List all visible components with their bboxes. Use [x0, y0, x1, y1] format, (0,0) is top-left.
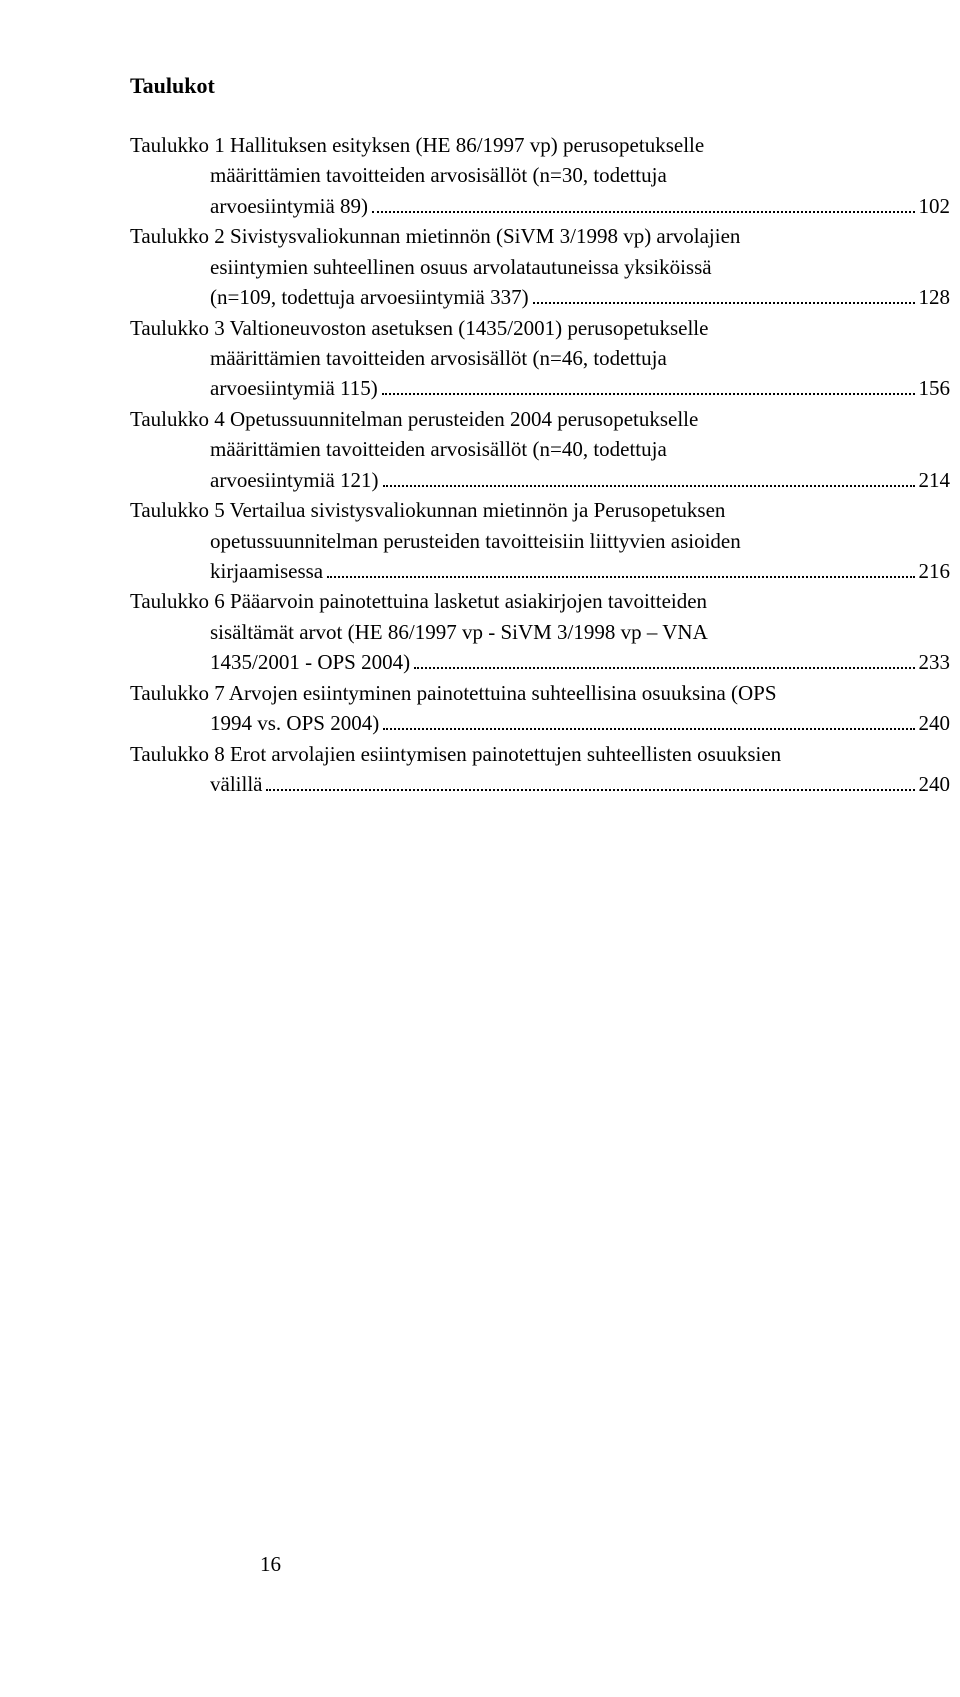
toc-entry-mid-line: esiintymien suhteellinen osuus arvolatau…	[130, 252, 870, 282]
leader-dots	[382, 373, 915, 395]
toc-entry-last-text: arvoesiintymiä 89)	[210, 191, 368, 221]
toc-entry-page-number: 240	[919, 769, 951, 799]
toc-entry-first-line: Taulukko 2 Sivistysvaliokunnan mietinnön…	[130, 221, 870, 251]
toc-entry-page-number: 216	[919, 556, 951, 586]
leader-dots	[372, 191, 914, 213]
toc-entry-first-line: Taulukko 6 Pääarvoin painotettuina laske…	[130, 586, 870, 616]
toc-entry-last-line: arvoesiintymiä 115) 156	[130, 373, 950, 403]
toc-entry-mid-line: opetussuunnitelman perusteiden tavoittei…	[130, 526, 870, 556]
toc-entry-first-line: Taulukko 3 Valtioneuvoston asetuksen (14…	[130, 313, 870, 343]
leader-dots	[533, 282, 915, 304]
toc-entry-last-text: 1994 vs. OPS 2004)	[210, 708, 379, 738]
toc-entry-page-number: 233	[919, 647, 951, 677]
toc-entry-first-line: Taulukko 4 Opetussuunnitelman perusteide…	[130, 404, 870, 434]
toc-entry-last-text: arvoesiintymiä 121)	[210, 465, 379, 495]
toc-entry: Taulukko 7 Arvojen esiintyminen painotet…	[130, 678, 870, 739]
toc-entry: Taulukko 4 Opetussuunnitelman perusteide…	[130, 404, 870, 495]
page-heading: Taulukot	[130, 70, 870, 102]
toc-entry-page-number: 214	[919, 465, 951, 495]
toc-entry: Taulukko 2 Sivistysvaliokunnan mietinnön…	[130, 221, 870, 312]
toc-entry-last-line: kirjaamisessa 216	[130, 556, 950, 586]
toc-entry-last-line: välillä 240	[130, 769, 950, 799]
toc-entry: Taulukko 3 Valtioneuvoston asetuksen (14…	[130, 313, 870, 404]
toc-entry-page-number: 240	[919, 708, 951, 738]
leader-dots	[414, 647, 914, 669]
toc-entry-last-text: 1435/2001 - OPS 2004)	[210, 647, 410, 677]
toc-entry-mid-line: sisältämät arvot (HE 86/1997 vp - SiVM 3…	[130, 617, 870, 647]
toc-entry: Taulukko 8 Erot arvolajien esiintymisen …	[130, 739, 870, 800]
toc-entry-last-text: (n=109, todettuja arvoesiintymiä 337)	[210, 282, 529, 312]
toc-entry-mid-line: määrittämien tavoitteiden arvosisällöt (…	[130, 343, 870, 373]
leader-dots	[327, 556, 914, 578]
toc-entry: Taulukko 5 Vertailua sivistysvaliokunnan…	[130, 495, 870, 586]
toc-entry-first-line: Taulukko 8 Erot arvolajien esiintymisen …	[130, 739, 870, 769]
toc-entry-last-line: (n=109, todettuja arvoesiintymiä 337) 128	[130, 282, 950, 312]
toc-entry-page-number: 102	[919, 191, 951, 221]
toc-entry-last-line: arvoesiintymiä 121) 214	[130, 465, 950, 495]
toc-entry: Taulukko 6 Pääarvoin painotettuina laske…	[130, 586, 870, 677]
footer-page-number: 16	[260, 1549, 281, 1579]
toc-entry-mid-line: määrittämien tavoitteiden arvosisällöt (…	[130, 160, 870, 190]
toc-entry-last-text: välillä	[210, 769, 262, 799]
leader-dots	[383, 465, 915, 487]
toc-entry-page-number: 156	[919, 373, 951, 403]
toc-entry-last-text: kirjaamisessa	[210, 556, 323, 586]
leader-dots	[266, 769, 914, 791]
toc-entry-last-line: arvoesiintymiä 89) 102	[130, 191, 950, 221]
toc-entry-first-line: Taulukko 5 Vertailua sivistysvaliokunnan…	[130, 495, 870, 525]
toc-entry-last-text: arvoesiintymiä 115)	[210, 373, 378, 403]
toc-entry-last-line: 1994 vs. OPS 2004) 240	[130, 708, 950, 738]
toc-entry-page-number: 128	[919, 282, 951, 312]
toc-entry-last-line: 1435/2001 - OPS 2004) 233	[130, 647, 950, 677]
toc-entry-first-line: Taulukko 7 Arvojen esiintyminen painotet…	[130, 678, 870, 708]
leader-dots	[383, 708, 914, 730]
toc-entry: Taulukko 1 Hallituksen esityksen (HE 86/…	[130, 130, 870, 221]
toc-entry-mid-line: määrittämien tavoitteiden arvosisällöt (…	[130, 434, 870, 464]
toc-entries: Taulukko 1 Hallituksen esityksen (HE 86/…	[130, 130, 870, 800]
toc-entry-first-line: Taulukko 1 Hallituksen esityksen (HE 86/…	[130, 130, 870, 160]
